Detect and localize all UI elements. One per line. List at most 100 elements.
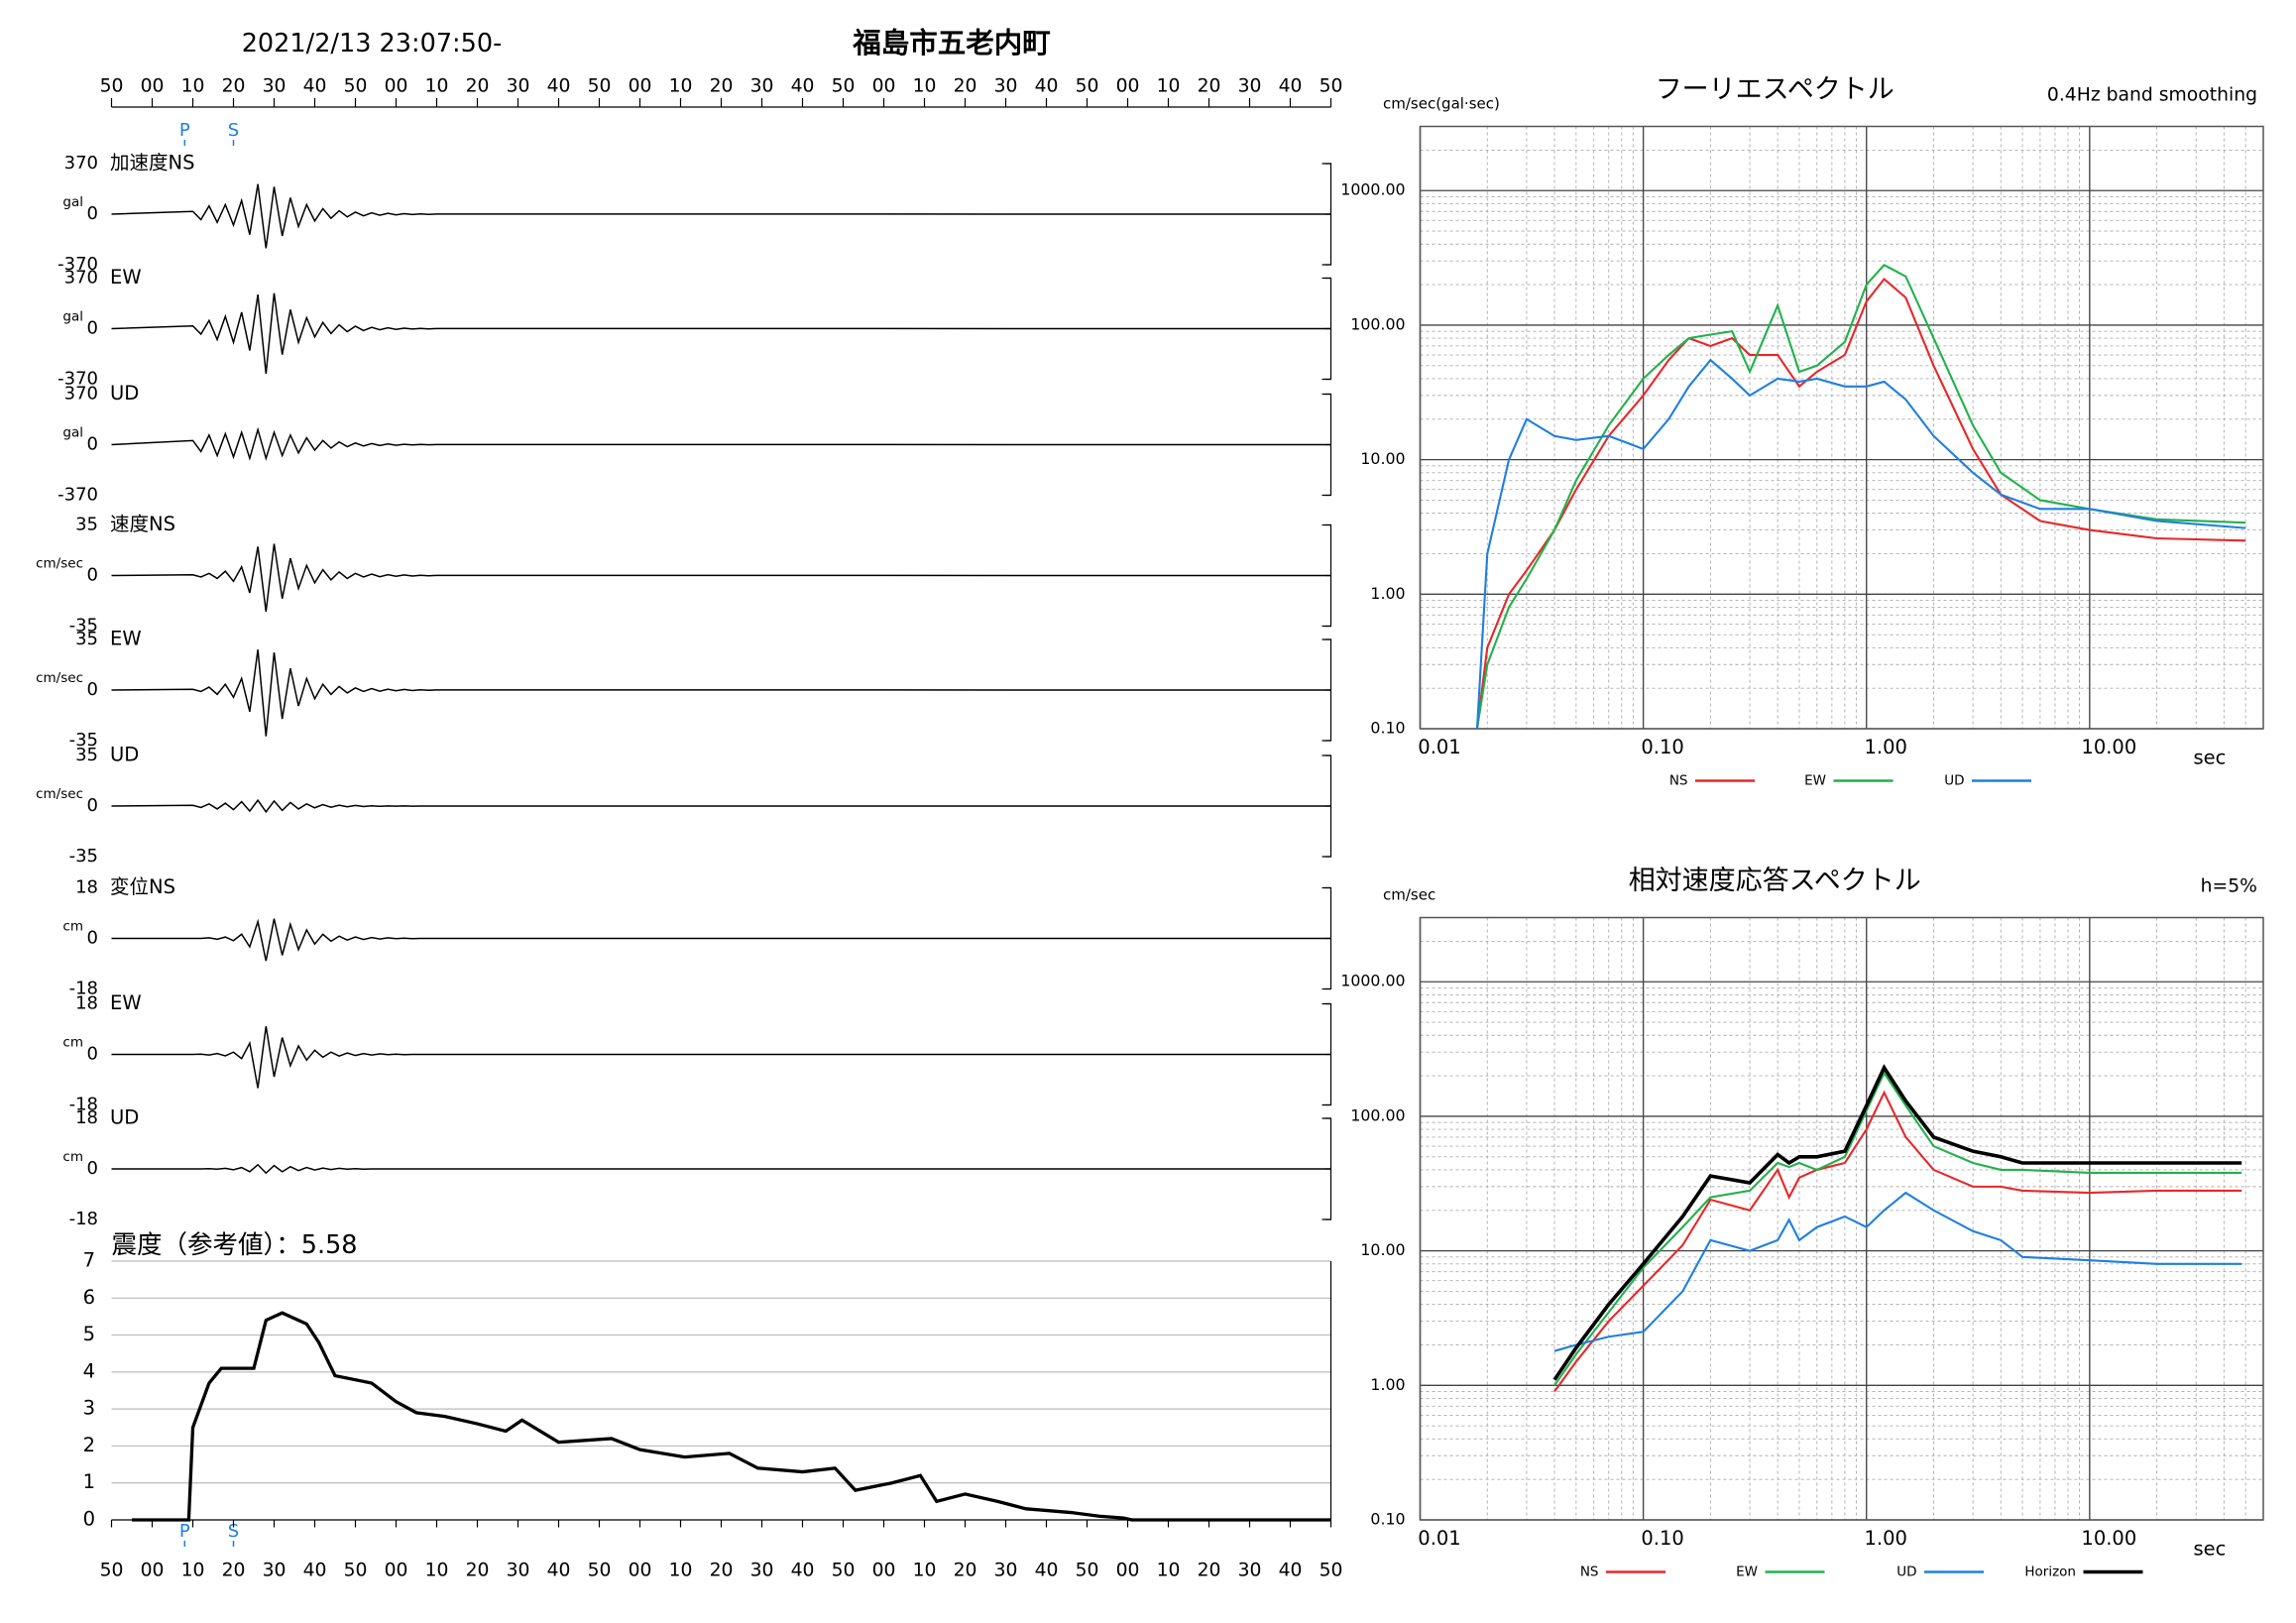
channel-label: UD bbox=[110, 1106, 139, 1129]
waveform bbox=[111, 543, 1331, 613]
plot-frame bbox=[1419, 125, 2264, 730]
y-tick-label: 3 bbox=[83, 1397, 95, 1420]
x-tick-label: 0.10 bbox=[1641, 736, 1683, 758]
legend-label: NS bbox=[1580, 1565, 1599, 1580]
y-tick-label: 0 bbox=[87, 679, 98, 700]
x-tick-label: 50 bbox=[1320, 1561, 1343, 1581]
x-tick-label: 20 bbox=[1198, 76, 1221, 97]
y-tick-label: -18 bbox=[69, 1095, 98, 1115]
x-tick-label: 50 bbox=[832, 76, 856, 97]
chart-subtitle: h=5% bbox=[2201, 876, 2257, 897]
phase-marker-label: S bbox=[228, 120, 239, 141]
x-tick-label: 00 bbox=[1116, 1561, 1140, 1581]
legend-label: EW bbox=[1804, 773, 1826, 789]
y-tick-label: -18 bbox=[69, 979, 98, 999]
y-tick-label: 100.00 bbox=[1350, 314, 1405, 333]
waveform bbox=[111, 649, 1331, 737]
x-tick-label: 30 bbox=[263, 1561, 287, 1581]
y-tick-label: -18 bbox=[69, 1209, 98, 1229]
x-tick-label: 40 bbox=[1035, 1561, 1059, 1581]
channel-label: 変位NS bbox=[110, 875, 175, 898]
y-tick-label: 1.00 bbox=[1370, 1375, 1405, 1394]
x-tick-label: 50 bbox=[100, 1561, 124, 1581]
waveform bbox=[111, 426, 1331, 461]
waveform bbox=[111, 292, 1331, 375]
x-tick-label: 30 bbox=[994, 76, 1018, 97]
x-tick-label: 0.10 bbox=[1641, 1527, 1683, 1550]
x-tick-label: 20 bbox=[710, 1561, 734, 1581]
x-tick-label: 20 bbox=[1198, 1561, 1221, 1581]
x-tick-label: 10 bbox=[669, 76, 693, 97]
x-tick-label: 10 bbox=[1157, 76, 1181, 97]
y-tick-label: 0.10 bbox=[1370, 1510, 1405, 1529]
x-tick-label: 50 bbox=[1076, 1561, 1099, 1581]
unit-label: cm/sec bbox=[36, 670, 83, 686]
unit-label: gal bbox=[62, 194, 83, 210]
y-tick-label: 1.00 bbox=[1370, 584, 1405, 603]
y-tick-label: 10.00 bbox=[1360, 449, 1405, 468]
x-tick-label: 30 bbox=[1238, 76, 1262, 97]
y-tick-label: 0 bbox=[87, 795, 98, 816]
y-tick-label: 0 bbox=[87, 1044, 98, 1065]
x-tick-label: 10.00 bbox=[2081, 1527, 2136, 1550]
y-tick-label: 18 bbox=[75, 877, 98, 898]
x-tick-label: 20 bbox=[710, 76, 734, 97]
unit-label: cm bbox=[62, 1035, 83, 1051]
phase-marker-label: S bbox=[228, 1521, 239, 1542]
x-tick-label: 10 bbox=[425, 1561, 449, 1581]
y-tick-label: -370 bbox=[57, 369, 98, 390]
y-tick-label: 2 bbox=[83, 1434, 95, 1456]
x-tick-label: 50 bbox=[588, 1561, 612, 1581]
y-axis-label: cm/sec(gal·sec) bbox=[1383, 95, 1500, 113]
phase-marker-label: P bbox=[179, 1521, 190, 1542]
y-tick-label: 1000.00 bbox=[1340, 180, 1405, 199]
x-tick-label: 40 bbox=[791, 76, 815, 97]
x-tick-label: 00 bbox=[629, 1561, 652, 1581]
waveform bbox=[111, 1026, 1331, 1089]
chart-subtitle: 0.4Hz band smoothing bbox=[2047, 85, 2257, 106]
y-tick-label: 0 bbox=[87, 318, 98, 339]
channel-label: UD bbox=[110, 382, 139, 405]
x-tick-label: 30 bbox=[507, 1561, 530, 1581]
x-tick-label: 50 bbox=[588, 76, 612, 97]
unit-label: cm/sec bbox=[36, 786, 83, 802]
x-tick-label: 50 bbox=[100, 76, 124, 97]
y-tick-label: 370 bbox=[64, 268, 98, 289]
y-tick-label: 0 bbox=[87, 434, 98, 455]
plot-frame bbox=[1419, 916, 2264, 1521]
waveform bbox=[111, 1163, 1331, 1175]
series-line bbox=[1475, 277, 2246, 730]
x-tick-label: 00 bbox=[872, 1561, 896, 1581]
x-tick-label: 00 bbox=[141, 76, 165, 97]
x-tick-label: 30 bbox=[1238, 1561, 1262, 1581]
location: 福島市五老内町 bbox=[852, 27, 1051, 59]
x-tick-label: 50 bbox=[832, 1561, 856, 1581]
y-tick-label: -35 bbox=[69, 846, 98, 867]
y-tick-label: 370 bbox=[64, 384, 98, 405]
x-tick-label: 40 bbox=[303, 1561, 327, 1581]
y-tick-label: 0 bbox=[87, 565, 98, 586]
series-line bbox=[1475, 358, 2246, 730]
y-tick-label: 0 bbox=[83, 1508, 95, 1531]
waveform bbox=[111, 918, 1331, 962]
y-tick-label: 1 bbox=[83, 1470, 95, 1493]
x-tick-label: 40 bbox=[791, 1561, 815, 1581]
x-tick-label: 30 bbox=[750, 76, 774, 97]
x-tick-label: 30 bbox=[507, 76, 530, 97]
x-tick-label: 40 bbox=[1279, 1561, 1303, 1581]
x-tick-label: 00 bbox=[385, 1561, 408, 1581]
x-tick-label: 20 bbox=[222, 1561, 246, 1581]
unit-label: gal bbox=[62, 425, 83, 441]
x-tick-label: 40 bbox=[547, 1561, 571, 1581]
x-tick-label: 30 bbox=[750, 1561, 774, 1581]
waveform bbox=[111, 798, 1331, 814]
x-tick-label: 50 bbox=[344, 76, 368, 97]
x-tick-label: 40 bbox=[1279, 76, 1303, 97]
channel-label: EW bbox=[110, 991, 142, 1014]
x-tick-label: 10 bbox=[425, 76, 449, 97]
x-axis-label: sec bbox=[2194, 747, 2227, 769]
y-tick-label: 4 bbox=[83, 1359, 95, 1382]
